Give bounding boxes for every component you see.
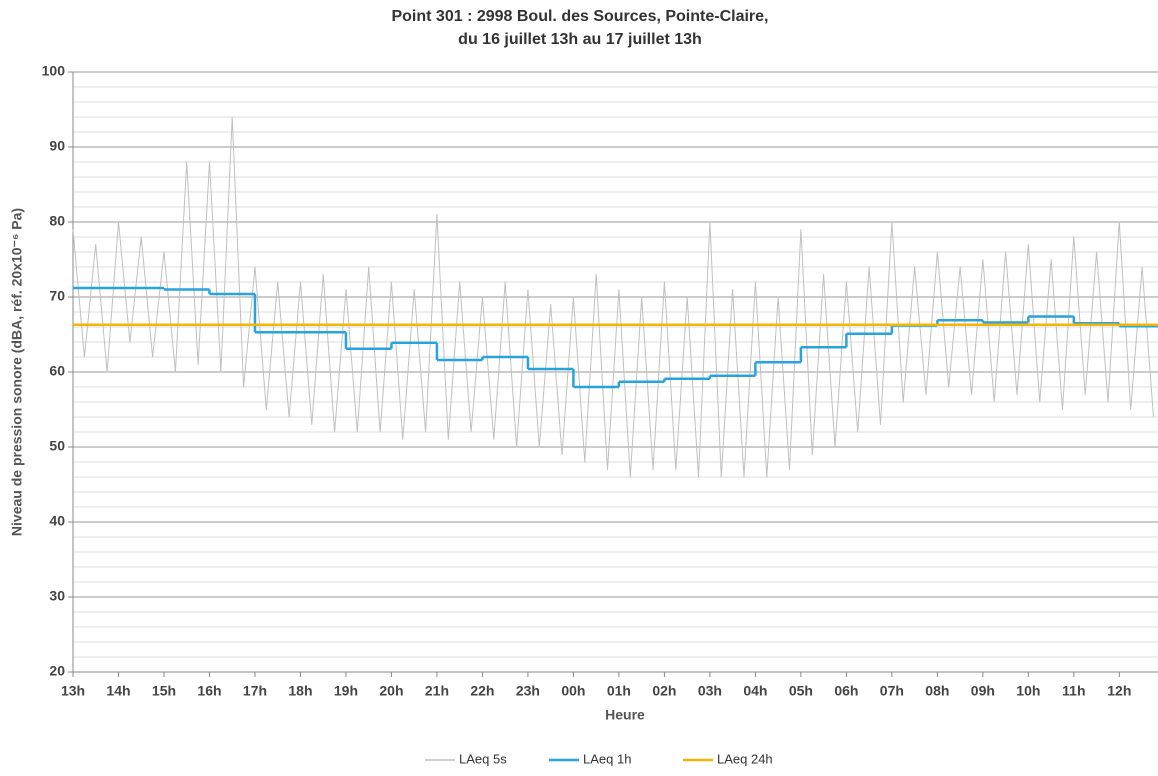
x-tick-label: 15h [152, 683, 176, 699]
y-tick-label: 70 [49, 288, 65, 304]
x-tick-label: 04h [743, 683, 767, 699]
y-tick-label: 60 [49, 363, 65, 379]
y-tick-label: 20 [49, 663, 65, 679]
y-tick-label: 50 [49, 438, 65, 454]
y-tick-label: 100 [42, 63, 66, 79]
x-tick-label: 16h [197, 683, 221, 699]
y-tick-label: 40 [49, 513, 65, 529]
legend-label: LAeq 5s [459, 751, 507, 766]
x-tick-label: 11h [1062, 683, 1085, 699]
chart-subtitle: du 16 juillet 13h au 17 juillet 13h [458, 31, 702, 48]
x-tick-label: 19h [334, 683, 358, 699]
x-tick-label: 05h [789, 683, 813, 699]
x-tick-label: 02h [652, 683, 676, 699]
x-tick-label: 20h [379, 683, 403, 699]
y-axis-label: Niveau de pression sonore (dBA, réf. 20x… [9, 208, 25, 536]
x-tick-label: 01h [607, 683, 631, 699]
legend-label: LAeq 24h [717, 751, 773, 766]
y-tick-label: 30 [49, 588, 65, 604]
legend-label: LAeq 1h [583, 751, 631, 766]
series-line [72, 116, 1154, 478]
x-tick-label: 07h [880, 683, 904, 699]
x-tick-label: 17h [243, 683, 267, 699]
y-tick-label: 90 [49, 138, 65, 154]
x-tick-label: 22h [470, 683, 494, 699]
x-tick-label: 21h [425, 683, 449, 699]
x-axis-label: Heure [605, 707, 645, 723]
x-tick-label: 08h [925, 683, 949, 699]
x-tick-label: 13h [61, 683, 85, 699]
x-tick-label: 06h [834, 683, 858, 699]
x-tick-label: 23h [516, 683, 540, 699]
x-tick-label: 14h [106, 683, 130, 699]
chart-title: Point 301 : 2998 Boul. des Sources, Poin… [391, 8, 768, 25]
x-tick-label: 10h [1016, 683, 1040, 699]
x-tick-label: 12h [1107, 683, 1131, 699]
x-tick-label: 00h [561, 683, 585, 699]
x-tick-label: 03h [698, 683, 722, 699]
x-tick-label: 09h [971, 683, 995, 699]
y-tick-label: 80 [49, 213, 65, 229]
x-tick-label: 18h [288, 683, 312, 699]
